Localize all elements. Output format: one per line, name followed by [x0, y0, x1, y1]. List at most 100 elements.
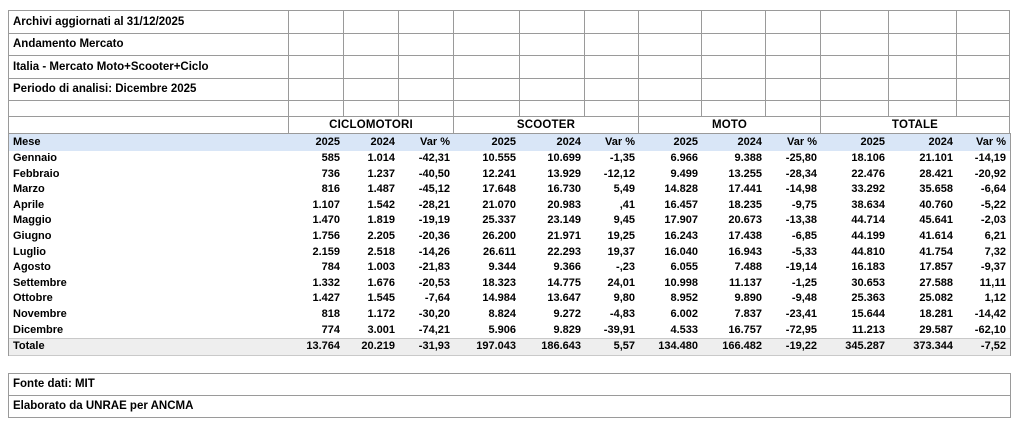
- table-row: Gennaio 585 1.014 -42,31 10.555 10.699 -1,35 6.…: [9, 151, 1010, 167]
- empty-grid-cell: [519, 55, 585, 79]
- value-cell: -6,64: [980, 183, 1006, 196]
- value-cell: 9,80: [613, 292, 635, 305]
- table-row: Agosto 784 1.003 -21,83 9.344 9.366 -,23 6.055 7…: [9, 260, 1010, 276]
- value-cell: 11.137: [728, 276, 762, 289]
- empty-grid-cell: [343, 100, 399, 117]
- value-cell: 18.106: [851, 152, 885, 164]
- info-cell-andamento: Andamento Mercato: [8, 32, 289, 56]
- column-header-row: Mese 2025 2024 Var % 2025 2024 Var % 2025 2024 Va…: [9, 133, 1010, 151]
- value-cell: -28,34: [785, 167, 817, 180]
- empty-grid-cell: [765, 77, 821, 101]
- value-cell: 16.040: [664, 245, 698, 258]
- value-cell: 2.518: [367, 245, 395, 258]
- value-cell: 25.363: [851, 292, 885, 305]
- value-cell: 373.344: [913, 340, 953, 353]
- table-row: Luglio 2.159 2.518 -14,26 26.611 22.293 19,37 1…: [9, 244, 1010, 261]
- empty-grid-cell: [701, 77, 766, 101]
- table-row: Novembre 818 1.172 -30,20 8.824 9.272 -4,83 6.0…: [9, 306, 1010, 323]
- empty-grid-cell: [701, 10, 766, 34]
- value-cell: 13.647: [547, 292, 581, 305]
- value-cell: 22.476: [851, 167, 885, 180]
- empty-grid-cell: [956, 32, 1010, 56]
- empty-grid-cell: [638, 10, 702, 34]
- value-cell: 19,37: [607, 245, 635, 258]
- month-cell: Dicembre: [13, 323, 64, 336]
- value-cell: 736: [321, 167, 340, 180]
- value-cell: 818: [321, 307, 340, 320]
- value-cell: 13.764: [306, 340, 340, 353]
- table-row: Aprile 1.107 1.542 -28,21 21.070 20.983 ,41 16.…: [9, 197, 1010, 214]
- footer-row-fonte: Fonte dati: MIT: [8, 372, 1011, 396]
- value-cell: 7,32: [984, 245, 1006, 258]
- value-cell: 16.757: [728, 323, 762, 336]
- value-cell: -74,21: [418, 323, 450, 336]
- column-header-2024: 2024: [737, 136, 762, 148]
- value-cell: -5,33: [791, 245, 817, 258]
- info-cell-periodo: Periodo di analisi: Dicembre 2025: [8, 77, 289, 101]
- empty-grid-cell: [888, 55, 957, 79]
- group-header-totale: TOTALE: [820, 116, 1010, 134]
- empty-grid-cell: [398, 55, 454, 79]
- group-header-ciclomotori: CICLOMOTORI: [288, 116, 454, 134]
- value-cell: -6,85: [791, 229, 817, 242]
- value-cell: 1.756: [312, 229, 340, 242]
- value-cell: -19,22: [785, 340, 817, 353]
- column-header-2025: 2025: [491, 136, 516, 148]
- value-cell: -25,80: [785, 152, 817, 164]
- value-cell: 1,12: [984, 292, 1006, 305]
- column-header-2025: 2025: [860, 136, 885, 148]
- value-cell: 23.149: [547, 214, 581, 227]
- month-cell: Marzo: [13, 183, 45, 196]
- value-cell: 5,57: [613, 340, 635, 353]
- value-cell: 1.819: [367, 214, 395, 227]
- value-cell: 9.890: [734, 292, 762, 305]
- empty-grid-cell: [584, 100, 639, 117]
- empty-grid-cell: [638, 77, 702, 101]
- empty-grid-cell: [820, 10, 889, 34]
- empty-grid-cell: [765, 10, 821, 34]
- empty-grid-cell: [398, 32, 454, 56]
- value-cell: -30,20: [418, 307, 450, 320]
- value-cell: 4.533: [670, 323, 698, 336]
- value-cell: -12,12: [603, 167, 635, 180]
- table-row: Giugno 1.756 2.205 -20,36 26.200 21.971 19,25 1…: [9, 228, 1010, 245]
- table-row: Ottobre 1.427 1.545 -7,64 14.984 13.647 9,80 8.…: [9, 291, 1010, 307]
- column-header-2025: 2025: [315, 136, 340, 148]
- value-cell: 16.183: [851, 261, 885, 274]
- value-cell: 17.907: [664, 214, 698, 227]
- value-cell: 44.810: [851, 245, 885, 258]
- value-cell: 33.292: [851, 183, 885, 196]
- value-cell: 28.421: [919, 167, 953, 180]
- value-cell: 7.837: [734, 307, 762, 320]
- value-cell: 27.588: [919, 276, 953, 289]
- value-cell: 1.237: [367, 167, 395, 180]
- value-cell: 9.388: [734, 152, 762, 164]
- value-cell: 21.070: [482, 198, 516, 211]
- footer-row-elaborato: Elaborato da UNRAE per ANCMA: [8, 394, 1011, 418]
- empty-grid-cell: [453, 55, 520, 79]
- empty-grid-cell: [343, 55, 399, 79]
- value-cell: 784: [321, 261, 340, 274]
- value-cell: 1.545: [367, 292, 395, 305]
- value-cell: -4,83: [609, 307, 635, 320]
- value-cell: 1.470: [312, 214, 340, 227]
- empty-grid-cell: [584, 77, 639, 101]
- value-cell: 9.499: [670, 167, 698, 180]
- value-cell: 10.998: [664, 276, 698, 289]
- value-cell: 1.676: [367, 276, 395, 289]
- value-cell: 10.555: [482, 152, 516, 164]
- month-cell: Giugno: [13, 229, 52, 242]
- value-cell: 18.323: [482, 276, 516, 289]
- value-cell: 20.219: [361, 340, 395, 353]
- value-cell: 29.587: [919, 323, 953, 336]
- value-cell: 9.366: [553, 261, 581, 274]
- empty-grid-cell: [765, 55, 821, 79]
- value-cell: 11,11: [979, 276, 1006, 289]
- value-cell: ,41: [619, 198, 635, 211]
- empty-grid-cell: [765, 100, 821, 117]
- value-cell: -,23: [616, 261, 635, 274]
- value-cell: 18.235: [728, 198, 762, 211]
- info-row-andamento: Andamento Mercato: [8, 32, 1011, 56]
- empty-grid-cell: [519, 32, 585, 56]
- value-cell: 1.172: [367, 307, 395, 320]
